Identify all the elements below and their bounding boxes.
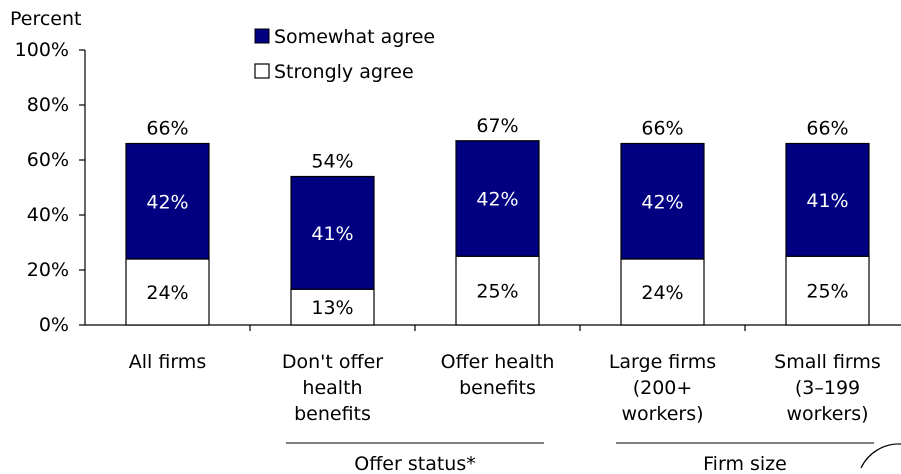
legend-label-strongly-agree: Strongly agree bbox=[274, 61, 414, 83]
category-labels: All firms Don't offer health benefits Offer … bbox=[129, 351, 881, 425]
bar-somewhat-agree bbox=[125, 142, 210, 260]
category-label: Don't offer bbox=[282, 351, 383, 373]
bar-somewhat-agree bbox=[785, 142, 870, 257]
bar-somewhat-agree bbox=[620, 142, 705, 260]
legend-swatch-somewhat-agree bbox=[254, 28, 270, 44]
category-label: (3–199 bbox=[795, 377, 860, 399]
value-labels: 24% 42% 66% 13% 41% 54% 25% 42% 67% 24% 42% 66% 25% 4… bbox=[146, 115, 848, 319]
category-label: Small firms bbox=[774, 351, 881, 373]
data-label-total: 54% bbox=[311, 151, 353, 173]
category-label: (200+ bbox=[633, 377, 693, 399]
data-label-total: 66% bbox=[641, 118, 683, 140]
group-labels: Offer status* Firm size bbox=[286, 442, 874, 474]
group-label: Offer status* bbox=[354, 453, 475, 474]
axes: 0% 20% 40% 60% 80% 100% bbox=[15, 39, 901, 336]
data-label-somewhat-agree: 41% bbox=[806, 190, 848, 212]
y-tick-label: 100% bbox=[15, 39, 69, 61]
data-label-total: 66% bbox=[806, 118, 848, 140]
y-tick-label: 60% bbox=[27, 149, 69, 171]
bar-strongly-agree bbox=[620, 258, 705, 326]
bar-somewhat-agree bbox=[290, 175, 375, 290]
group-label: Firm size bbox=[703, 453, 787, 474]
y-axis-title: Percent bbox=[10, 8, 82, 30]
data-label-strongly-agree: 24% bbox=[146, 282, 188, 304]
corner-circle-decoration bbox=[860, 443, 901, 469]
data-label-strongly-agree: 13% bbox=[311, 297, 353, 319]
category-label: Large firms bbox=[609, 351, 716, 373]
data-label-strongly-agree: 25% bbox=[806, 281, 848, 303]
bar-somewhat-agree bbox=[455, 140, 540, 257]
bar-strongly-agree bbox=[290, 288, 375, 326]
y-tick-label: 0% bbox=[39, 314, 69, 336]
y-tick-label: 80% bbox=[27, 94, 69, 116]
legend-label-somewhat-agree: Somewhat agree bbox=[274, 26, 435, 48]
bar-strongly-agree bbox=[455, 255, 540, 326]
category-label: benefits bbox=[459, 377, 536, 399]
data-label-somewhat-agree: 42% bbox=[476, 189, 518, 211]
category-label: workers) bbox=[786, 403, 868, 425]
data-label-total: 66% bbox=[146, 118, 188, 140]
category-label: health bbox=[302, 377, 362, 399]
category-label: benefits bbox=[294, 403, 371, 425]
category-label: All firms bbox=[129, 351, 206, 373]
bar-strongly-agree bbox=[125, 258, 210, 326]
data-label-somewhat-agree: 42% bbox=[146, 191, 188, 213]
data-label-total: 67% bbox=[476, 115, 518, 137]
data-label-somewhat-agree: 41% bbox=[311, 223, 353, 245]
bars bbox=[125, 140, 870, 326]
legend: Somewhat agree Strongly agree bbox=[254, 26, 435, 83]
y-tick-label: 20% bbox=[27, 259, 69, 281]
y-tick-label: 40% bbox=[27, 204, 69, 226]
category-label: Offer health bbox=[441, 351, 555, 373]
data-label-strongly-agree: 25% bbox=[476, 281, 518, 303]
bar-strongly-agree bbox=[785, 255, 870, 326]
data-label-strongly-agree: 24% bbox=[641, 282, 683, 304]
data-label-somewhat-agree: 42% bbox=[641, 191, 683, 213]
category-label: workers) bbox=[621, 403, 703, 425]
legend-swatch-strongly-agree bbox=[254, 63, 270, 79]
